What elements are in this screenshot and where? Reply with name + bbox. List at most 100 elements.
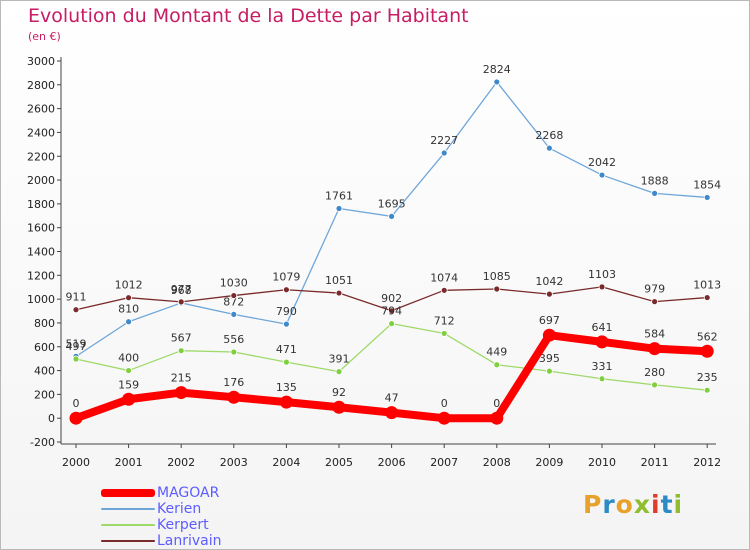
- legend-item: Lanrivain: [101, 533, 222, 549]
- data-label-kerpert: 712: [434, 314, 455, 327]
- y-tick-label: 800: [34, 317, 55, 330]
- legend: MAGOAR Kerien Kerpert Lanrivain: [101, 485, 222, 549]
- y-tick-label: 1800: [27, 198, 55, 211]
- data-label-lanrivain: 1074: [430, 271, 458, 284]
- data-point-magoar: [122, 392, 136, 406]
- data-point-kerien: [388, 212, 396, 220]
- data-point-lanrivain: [440, 286, 448, 294]
- data-label-kerpert: 400: [118, 352, 139, 365]
- legend-swatch: [101, 524, 155, 526]
- x-tick-label: 2000: [62, 456, 90, 469]
- data-point-lanrivain: [651, 298, 658, 306]
- data-label-magoar: 0: [73, 397, 80, 410]
- x-tick-label: 2003: [220, 456, 248, 469]
- x-tick-label: 2009: [535, 456, 563, 469]
- data-point-kerien: [125, 318, 132, 326]
- y-tick-label: 600: [34, 341, 55, 354]
- data-label-kerien: 790: [276, 305, 297, 318]
- data-label-lanrivain: 1085: [483, 270, 511, 283]
- data-point-kerpert: [651, 381, 658, 389]
- data-label-kerpert: 235: [697, 371, 718, 384]
- data-label-lanrivain: 902: [381, 292, 402, 305]
- x-tick-label: 2004: [272, 456, 300, 469]
- data-label-kerpert: 556: [223, 333, 244, 346]
- data-label-magoar: 0: [441, 397, 448, 410]
- data-label-magoar: 697: [539, 314, 560, 327]
- x-tick-label: 2008: [483, 456, 511, 469]
- data-label-kerpert: 331: [592, 360, 613, 373]
- logo-letter: t: [660, 490, 674, 519]
- data-label-magoar: 159: [118, 378, 139, 391]
- data-point-lanrivain: [177, 298, 185, 306]
- data-label-kerpert: 449: [486, 346, 507, 359]
- x-tick-label: 2007: [430, 456, 458, 469]
- legend-swatch: [101, 489, 155, 497]
- data-point-kerpert: [282, 358, 290, 366]
- data-label-kerien: 2268: [535, 129, 563, 142]
- data-label-lanrivain: 1030: [220, 277, 248, 290]
- logo-letter: P: [583, 490, 603, 519]
- y-tick-label: 2600: [27, 103, 55, 116]
- data-point-magoar: [227, 390, 241, 404]
- data-label-kerien: 810: [118, 303, 139, 316]
- y-tick-label: 1000: [27, 293, 55, 306]
- data-label-kerien: 2824: [483, 63, 511, 76]
- legend-swatch: [101, 508, 155, 510]
- y-tick-label: -200: [30, 436, 55, 449]
- data-point-magoar: [490, 411, 504, 425]
- legend-label: Kerpert: [157, 517, 209, 533]
- data-point-magoar: [595, 335, 609, 349]
- data-label-lanrivain: 1079: [272, 271, 300, 284]
- data-point-kerpert: [335, 368, 343, 376]
- logo-letter: r: [602, 490, 616, 519]
- data-point-magoar: [648, 342, 662, 356]
- data-point-magoar: [437, 411, 451, 425]
- data-label-magoar: 584: [644, 328, 665, 341]
- y-tick-label: 0: [48, 412, 55, 425]
- data-label-kerien: 1761: [325, 190, 353, 203]
- y-tick-label: 2000: [27, 174, 55, 187]
- data-point-magoar: [385, 406, 399, 420]
- data-point-lanrivain: [493, 285, 501, 293]
- data-point-kerien: [493, 78, 501, 86]
- logo-letter: i: [673, 490, 684, 519]
- y-tick-label: 1400: [27, 246, 55, 259]
- data-label-lanrivain: 977: [171, 283, 192, 296]
- data-label-lanrivain: 1012: [115, 279, 143, 292]
- data-label-lanrivain: 1051: [325, 274, 353, 287]
- logo-letter: i: [651, 490, 661, 519]
- data-point-kerpert: [125, 367, 132, 374]
- data-point-magoar: [332, 400, 346, 414]
- legend-item: MAGOAR: [101, 485, 222, 501]
- data-point-lanrivain: [598, 283, 606, 291]
- data-point-kerien: [651, 189, 658, 197]
- logo-letter: o: [615, 490, 634, 519]
- x-tick-label: 2002: [167, 456, 195, 469]
- data-point-kerien: [440, 149, 448, 157]
- y-tick-label: 1600: [27, 222, 55, 235]
- data-point-lanrivain: [335, 289, 343, 297]
- y-tick-label: 400: [34, 365, 55, 378]
- data-point-magoar: [279, 395, 293, 409]
- x-tick-label: 2012: [693, 456, 721, 469]
- data-label-kerien: 872: [223, 295, 244, 308]
- legend-item: Kerien: [101, 501, 222, 517]
- data-label-kerpert: 497: [66, 340, 87, 353]
- data-point-kerien: [546, 144, 553, 152]
- data-label-kerpert: 794: [381, 305, 402, 318]
- data-label-magoar: 176: [223, 376, 244, 389]
- data-label-magoar: 135: [276, 381, 297, 394]
- legend-label: Lanrivain: [157, 533, 222, 549]
- data-point-lanrivain: [230, 292, 238, 299]
- legend-swatch: [101, 540, 155, 542]
- logo-letter: x: [633, 490, 651, 519]
- x-tick-label: 2006: [378, 456, 406, 469]
- data-label-kerien: 1695: [378, 197, 406, 210]
- x-tick-label: 2005: [325, 456, 353, 469]
- data-point-magoar: [69, 411, 83, 425]
- data-point-lanrivain: [388, 307, 396, 315]
- data-label-kerien: 519: [66, 337, 87, 350]
- data-point-kerpert: [440, 330, 448, 337]
- data-point-kerpert: [546, 367, 553, 375]
